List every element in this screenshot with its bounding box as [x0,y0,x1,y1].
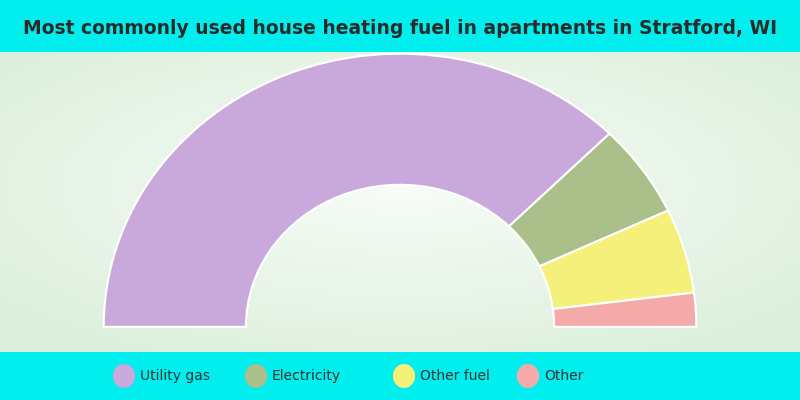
Wedge shape [104,54,610,327]
Text: Utility gas: Utility gas [140,369,210,383]
Ellipse shape [245,364,267,388]
Ellipse shape [113,364,135,388]
Wedge shape [553,292,696,327]
Text: Electricity: Electricity [272,369,341,383]
Ellipse shape [517,364,539,388]
Text: Other: Other [544,369,583,383]
Ellipse shape [393,364,415,388]
Text: Most commonly used house heating fuel in apartments in Stratford, WI: Most commonly used house heating fuel in… [23,19,777,38]
Wedge shape [509,134,668,266]
Text: Other fuel: Other fuel [420,369,490,383]
Wedge shape [539,210,694,309]
